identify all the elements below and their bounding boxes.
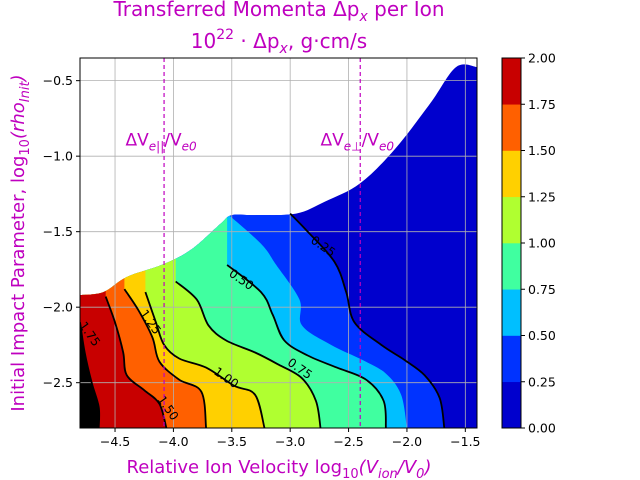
x-tick-label-6: −1.5 — [450, 434, 480, 449]
colorbar-label-3: 0.75 — [528, 282, 556, 297]
colorbar-label-6: 1.50 — [528, 143, 556, 158]
colorbar-segment-3 — [502, 243, 521, 290]
contour-1.75 — [80, 322, 101, 428]
colorbar-segment-6 — [502, 104, 521, 151]
colorbar-segment-0 — [502, 381, 521, 429]
reference-label-0: ΔVe||/Ve0 — [126, 131, 197, 154]
colorbar-segment-5 — [502, 150, 521, 198]
reference-label-1: ΔVe⊥/Ve0 — [320, 131, 394, 154]
colorbar-label-2: 0.50 — [528, 328, 556, 343]
plot-frame — [79, 57, 478, 429]
colorbar-label-5: 1.25 — [528, 189, 556, 204]
title-line-1: Transferred Momenta Δpx per Ion — [112, 0, 444, 25]
colorbar-segment-2 — [502, 289, 521, 336]
colorbar-label-8: 2.00 — [528, 51, 556, 66]
x-tick-label-0: −4.5 — [100, 434, 130, 449]
y-tick-label-2: −1.5 — [43, 224, 73, 239]
contour-0.75 — [175, 280, 322, 428]
colorbar-segment-7 — [502, 58, 521, 105]
plot-area: 0.250.500.751.001.251.501.75 ΔVe||/Ve0 ΔV… — [43, 57, 481, 449]
contour-0.50 — [226, 264, 387, 428]
contour-lines — [80, 212, 446, 428]
grid-lines — [80, 58, 477, 428]
x-tick-label-2: −3.5 — [217, 434, 247, 449]
colorbar-segment-1 — [502, 335, 521, 383]
y-tick-label-1: −1.0 — [43, 149, 73, 164]
x-tick-label-5: −2.0 — [392, 434, 422, 449]
contour-1.50 — [104, 296, 168, 428]
chart-title: Transferred Momenta Δpx per Ion 1022 · Δ… — [112, 0, 444, 57]
x-tick-label-4: −2.5 — [333, 434, 363, 449]
colorbar-label-1: 0.25 — [528, 374, 556, 389]
contour-fills — [80, 64, 477, 428]
x-tick-label-3: −3.0 — [275, 434, 305, 449]
y-axis-ticks: −0.5 −1.0 −1.5 −2.0 −2.5 — [43, 73, 80, 390]
y-tick-label-3: −2.0 — [43, 300, 73, 315]
x-tick-label-1: −4.0 — [158, 434, 188, 449]
colorbar-label-4: 1.00 — [528, 236, 556, 251]
reference-lines: ΔVe||/Ve0 ΔVe⊥/Ve0 — [126, 58, 394, 428]
contour-0.25 — [289, 212, 446, 428]
x-axis-label: Relative Ion Velocity log10(Vion/V0) — [127, 457, 432, 480]
colorbar-label-7: 1.75 — [528, 97, 556, 112]
colorbar-label-0: 0.00 — [528, 421, 556, 436]
contour-1.00 — [144, 291, 266, 428]
y-axis-label: Initial Impact Parameter, log10(rhoInit) — [8, 74, 33, 411]
y-tick-label-4: −2.5 — [43, 375, 73, 390]
colorbar: 0.00 0.25 0.50 0.75 1.00 1.25 1.50 1.75 2.00 — [501, 51, 556, 436]
x-axis-ticks: −4.5 −4.0 −3.5 −3.0 −2.5 −2.0 −1.5 — [100, 428, 481, 449]
y-tick-label-0: −0.5 — [43, 73, 73, 88]
contour-1.25 — [123, 288, 207, 428]
title-line-2: 1022 · Δpx, g·cm/s — [191, 27, 367, 57]
colorbar-segment-4 — [502, 196, 521, 244]
